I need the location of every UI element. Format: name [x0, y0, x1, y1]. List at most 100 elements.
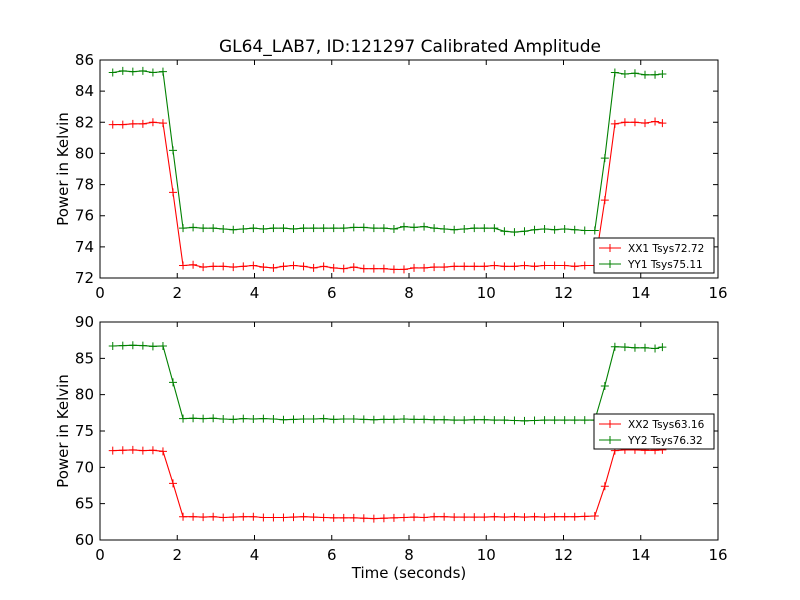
- data-point: [620, 118, 629, 127]
- data-point: [560, 224, 569, 233]
- data-point: [490, 224, 499, 233]
- data-point: [128, 67, 137, 76]
- x-tick-label: 2: [172, 546, 182, 564]
- data-point: [450, 262, 459, 271]
- data-point: [570, 512, 579, 521]
- data-point: [399, 265, 408, 274]
- data-point: [259, 414, 268, 423]
- data-point: [500, 262, 509, 271]
- data-point: [658, 119, 667, 128]
- data-point: [520, 227, 529, 236]
- data-point: [189, 414, 198, 423]
- x-tick-label: 0: [95, 546, 105, 564]
- data-point: [630, 343, 639, 352]
- data-point: [580, 261, 589, 270]
- data-point: [460, 262, 469, 271]
- data-point: [651, 70, 660, 79]
- data-point: [510, 416, 519, 425]
- data-point: [440, 512, 449, 521]
- data-point: [118, 66, 127, 75]
- data-point: [229, 263, 238, 272]
- data-point: [299, 512, 308, 521]
- data-point: [480, 513, 489, 522]
- legend-label: XX2 Tsys63.16: [628, 419, 705, 431]
- data-point: [550, 225, 559, 234]
- data-point: [289, 513, 298, 522]
- data-point: [600, 482, 609, 491]
- data-point: [349, 223, 358, 232]
- x-tick-label: 6: [327, 284, 337, 302]
- data-point: [209, 414, 218, 423]
- data-point: [470, 262, 479, 271]
- data-point: [179, 261, 188, 270]
- figure-title: GL64_LAB7, ID:121297 Calibrated Amplitud…: [219, 37, 601, 57]
- data-point: [349, 513, 358, 522]
- y-tick-label: 60: [75, 531, 94, 549]
- data-point: [470, 513, 479, 522]
- data-point: [299, 415, 308, 424]
- data-point: [349, 263, 358, 272]
- data-point: [319, 262, 328, 271]
- data-point: [169, 188, 178, 197]
- data-point: [500, 227, 509, 236]
- legend-label: XX1 Tsys72.72: [628, 243, 704, 255]
- data-point: [510, 512, 519, 521]
- data-point: [590, 226, 599, 235]
- data-point: [520, 261, 529, 270]
- data-point: [520, 513, 529, 522]
- data-point: [480, 224, 489, 233]
- data-point: [339, 513, 348, 522]
- y-tick-label: 72: [75, 269, 94, 287]
- subplot-2: 0 2 4 6 8 10 12 14 16 60 65 70 75 80 85 90 Power in Kelv…: [54, 313, 728, 582]
- data-point: [309, 513, 318, 522]
- data-point: [379, 514, 388, 523]
- data-point: [199, 263, 208, 272]
- data-point: [339, 264, 348, 273]
- data-point: [480, 262, 489, 271]
- y-axis-label: Power in Kelvin: [54, 374, 72, 488]
- data-point: [580, 416, 589, 425]
- data-point: [199, 224, 208, 233]
- data-point: [420, 263, 429, 272]
- data-point: [239, 224, 248, 233]
- x-tick-label: 4: [250, 284, 260, 302]
- y-tick-label: 76: [75, 207, 94, 225]
- data-point: [640, 343, 649, 352]
- data-point: [299, 224, 308, 233]
- legend: XX2 Tsys63.16 YY2 Tsys76.32: [593, 413, 715, 450]
- data-point: [550, 261, 559, 270]
- data-point: [329, 263, 338, 272]
- data-point: [570, 262, 579, 271]
- data-point: [289, 415, 298, 424]
- data-point: [389, 513, 398, 522]
- data-point: [440, 415, 449, 424]
- data-point: [600, 196, 609, 205]
- data-point: [480, 415, 489, 424]
- data-point: [189, 512, 198, 521]
- x-tick-label: 10: [477, 546, 496, 564]
- data-point: [550, 416, 559, 425]
- data-point: [460, 416, 469, 425]
- data-point: [299, 262, 308, 271]
- data-point: [148, 446, 157, 455]
- data-point: [249, 261, 258, 270]
- data-point: [169, 146, 178, 155]
- data-point: [329, 224, 338, 233]
- x-tick-label: 10: [477, 284, 496, 302]
- data-point: [279, 513, 288, 522]
- data-point: [620, 343, 629, 352]
- data-point: [359, 223, 368, 232]
- data-point: [450, 225, 459, 234]
- data-point: [309, 415, 318, 424]
- data-point: [450, 513, 459, 522]
- data-point: [540, 416, 549, 425]
- data-point: [158, 341, 167, 350]
- data-point: [630, 69, 639, 78]
- data-point: [610, 68, 619, 77]
- data-point: [179, 414, 188, 423]
- data-point: [399, 415, 408, 424]
- data-point: [490, 261, 499, 270]
- data-point: [640, 119, 649, 128]
- data-point: [319, 513, 328, 522]
